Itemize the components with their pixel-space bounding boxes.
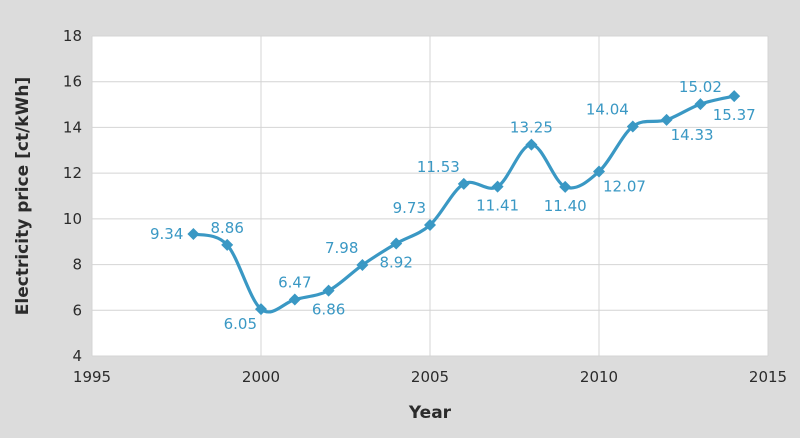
data-label: 8.92 [379, 254, 412, 272]
data-label: 14.33 [671, 126, 714, 144]
data-point-marker [255, 303, 267, 316]
data-label: 15.37 [713, 106, 756, 124]
data-label: 11.41 [476, 197, 519, 215]
x-tick-label: 2005 [411, 368, 449, 386]
y-tick-label: 4 [72, 347, 82, 365]
y-tick-label: 12 [63, 164, 82, 182]
data-label: 15.02 [679, 78, 722, 96]
data-point-marker [322, 284, 335, 297]
data-label: 6.05 [224, 315, 257, 333]
y-tick-label: 6 [72, 301, 82, 319]
data-point-marker [390, 237, 403, 250]
y-tick-label: 14 [63, 118, 82, 136]
data-point-marker [660, 113, 673, 126]
data-point-marker [221, 238, 234, 251]
data-point-marker [559, 180, 572, 193]
data-point-marker [728, 90, 741, 103]
data-label: 8.86 [210, 219, 243, 237]
data-label: 9.34 [150, 225, 183, 243]
data-point-marker [626, 120, 639, 133]
data-labels: 9.34 8.86 6.05 6.476.86 7.98 8.92 9.73 11.53 11.… [150, 78, 756, 333]
data-label: 13.25 [510, 119, 553, 137]
data-label: 6.47 [278, 274, 311, 292]
data-point-marker [457, 177, 470, 190]
grid-lines [91, 35, 769, 357]
y-tick-label: 16 [63, 73, 82, 91]
tick-labels: 4 6 8 10 12 14 16 18 1995 2000 2005 2010 2015 [63, 27, 787, 386]
data-point-marker [491, 180, 504, 193]
data-label: 6.86 [312, 301, 345, 319]
data-point-marker [593, 165, 605, 178]
data-label: 11.53 [417, 158, 460, 176]
x-tick-label: 2000 [242, 368, 280, 386]
data-label: 12.07 [603, 178, 646, 196]
data-point-marker [356, 259, 369, 272]
data-point-marker [694, 98, 707, 111]
x-tick-label: 2015 [749, 368, 787, 386]
data-point-marker [187, 227, 200, 240]
data-label: 7.98 [325, 239, 358, 257]
x-axis-title: Year [408, 403, 452, 423]
data-label: 14.04 [586, 101, 629, 119]
data-markers [187, 90, 741, 316]
data-label: 11.40 [544, 197, 587, 215]
y-tick-label: 18 [63, 27, 82, 45]
x-tick-label: 1995 [73, 368, 111, 386]
data-point-marker [424, 219, 436, 232]
y-axis-title: Electricity price [ct/kWh] [13, 77, 33, 315]
data-label: 9.73 [393, 199, 426, 217]
y-tick-label: 8 [72, 256, 82, 274]
data-point-marker [288, 293, 301, 306]
y-tick-label: 10 [63, 210, 82, 228]
data-point-marker [525, 138, 538, 151]
x-tick-label: 2010 [580, 368, 618, 386]
